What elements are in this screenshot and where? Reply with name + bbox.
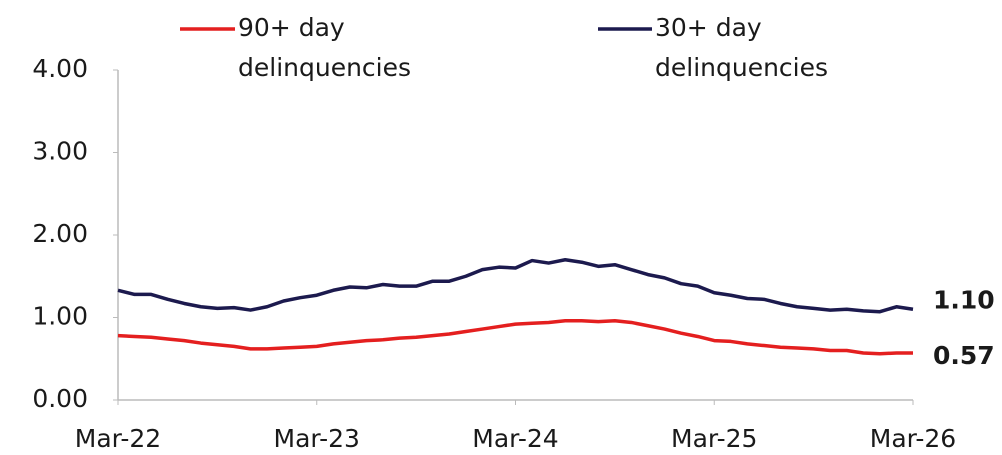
line-series bbox=[117, 319, 913, 356]
x-tick-label: Mar-26 bbox=[870, 424, 956, 453]
legend-label: 90+ day delinquencies bbox=[238, 13, 412, 82]
x-tick-label: Mar-25 bbox=[671, 424, 757, 453]
x-tick-label: Mar-24 bbox=[472, 424, 558, 453]
end-label: 0.57 bbox=[933, 341, 995, 370]
x-tick-label: Mar-23 bbox=[274, 424, 360, 453]
y-tick-label: 0.00 bbox=[32, 384, 88, 413]
legend-label: 30+ day delinquencies bbox=[655, 13, 829, 82]
y-tick-label: 2.00 bbox=[32, 219, 88, 248]
x-tick-label: Mar-22 bbox=[75, 424, 161, 453]
y-tick-label: 3.00 bbox=[32, 137, 88, 166]
y-tick-label: 4.00 bbox=[32, 54, 88, 83]
y-tick-label: 1.00 bbox=[32, 302, 88, 331]
line-series bbox=[117, 258, 914, 314]
end-label: 1.10 bbox=[933, 285, 995, 314]
